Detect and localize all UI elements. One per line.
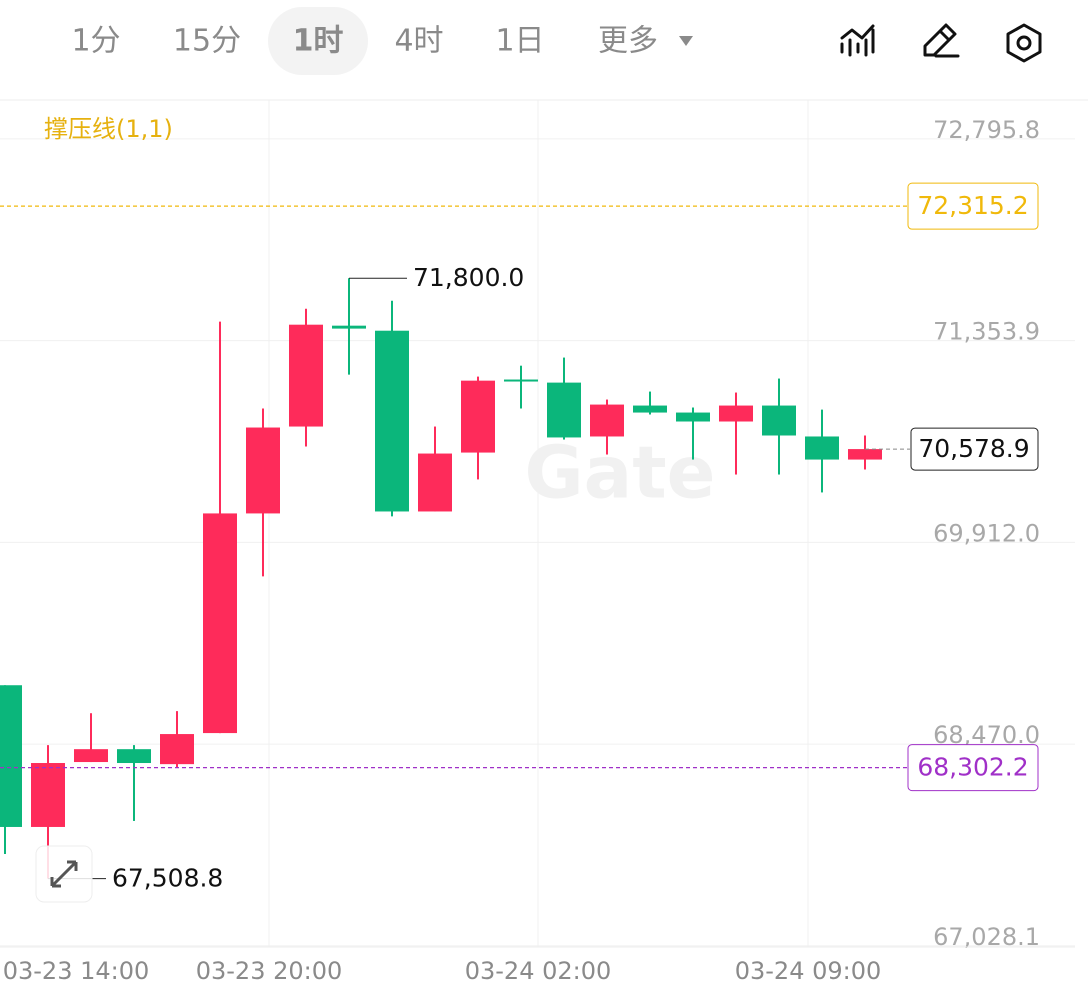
- candle-body: [590, 404, 624, 437]
- extreme-marker-label: 71,800.0: [413, 263, 524, 292]
- y-tick-label: 72,795.8: [933, 116, 1040, 144]
- time-tab[interactable]: 1分: [71, 24, 120, 59]
- draw-icon[interactable]: [923, 23, 960, 58]
- candle-body: [117, 749, 151, 764]
- support-label: 68,302.2: [917, 753, 1028, 782]
- watermark: Gate: [525, 431, 716, 515]
- resistance-label: 72,315.2: [917, 191, 1028, 220]
- dropdown-arrow[interactable]: [679, 36, 693, 46]
- y-tick-label: 67,028.1: [933, 923, 1040, 951]
- last-price-label: 70,578.9: [918, 434, 1029, 463]
- candle-body: [805, 436, 839, 460]
- candle-body: [160, 734, 194, 765]
- candle-body: [0, 685, 22, 827]
- time-tab[interactable]: 4时: [394, 24, 443, 59]
- support-label-box: [907, 744, 1039, 792]
- candle-body: [633, 405, 667, 413]
- x-tick-label: 03-24 09:00: [735, 957, 882, 985]
- time-tab[interactable]: 1日: [495, 24, 544, 59]
- candle-body: [719, 405, 753, 422]
- x-tick-label: 03-23 20:00: [196, 957, 343, 985]
- candle-body: [504, 379, 538, 382]
- toolbar: 1分 15分 1时 4时 1日 更多: [0, 7, 1088, 101]
- resistance-label-box: [907, 182, 1039, 230]
- y-tick-label: 69,912.0: [933, 519, 1040, 547]
- expand-icon: [50, 860, 78, 888]
- candle-body: [547, 382, 581, 438]
- candle-body: [74, 749, 108, 763]
- settings-icon-dot: [1016, 35, 1032, 51]
- time-tab[interactable]: 更多: [598, 24, 658, 59]
- candle-body: [246, 427, 280, 514]
- time-tab[interactable]: 1时: [293, 24, 344, 59]
- expand-button[interactable]: [35, 845, 93, 903]
- indicator-icon[interactable]: [840, 24, 875, 57]
- candle-body: [203, 513, 237, 734]
- candle-body: [762, 405, 796, 436]
- last-price-box: [910, 427, 1039, 471]
- extreme-marker-label: 67,508.8: [112, 864, 223, 893]
- candle-body: [375, 330, 409, 512]
- x-tick-label: 03-24 02:00: [465, 957, 612, 985]
- candle-body: [418, 453, 452, 512]
- candle-body: [289, 324, 323, 427]
- candle-body: [676, 412, 710, 422]
- candle-body: [848, 449, 882, 460]
- candle-body: [461, 380, 495, 453]
- y-tick-label: 71,353.9: [933, 318, 1040, 346]
- candle-body: [332, 325, 366, 329]
- indicator-label: 撑压线(1,1): [44, 115, 173, 143]
- time-tab[interactable]: 15分: [173, 24, 241, 59]
- active-tab-bg: [268, 7, 368, 75]
- x-tick-label: 03-23 14:00: [3, 957, 150, 985]
- candle-body: [31, 763, 65, 827]
- settings-icon[interactable]: [1006, 23, 1042, 63]
